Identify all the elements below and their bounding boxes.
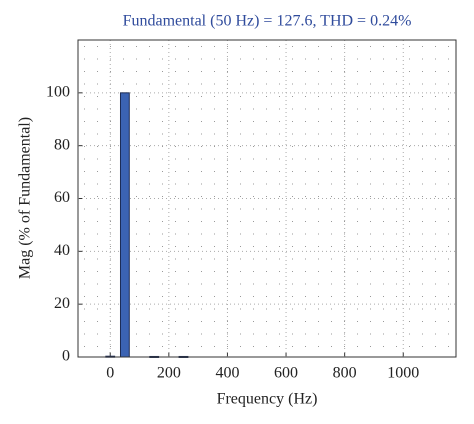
chart-title: Fundamental (50 Hz) = 127.6, THD = 0.24% [123,13,412,30]
x-tick-label: 400 [215,365,239,382]
y-tick-label: 60 [54,189,70,206]
x-axis-label: Frequency (Hz) [217,391,318,408]
x-tick-label: 600 [274,365,298,382]
x-tick-label: 800 [333,365,357,382]
y-axis-label: Mag (% of Fundamental) [17,117,34,279]
y-tick-label: 100 [46,84,70,101]
y-tick-label: 40 [54,242,70,259]
y-tick-label: 0 [62,348,70,365]
bar [119,92,130,358]
y-tick-label: 80 [54,136,70,153]
x-tick-label: 200 [157,365,181,382]
x-tick-label: 1000 [387,365,419,382]
x-tick-label: 0 [106,365,114,382]
plot-frame [77,39,457,358]
y-tick-label: 20 [54,295,70,312]
